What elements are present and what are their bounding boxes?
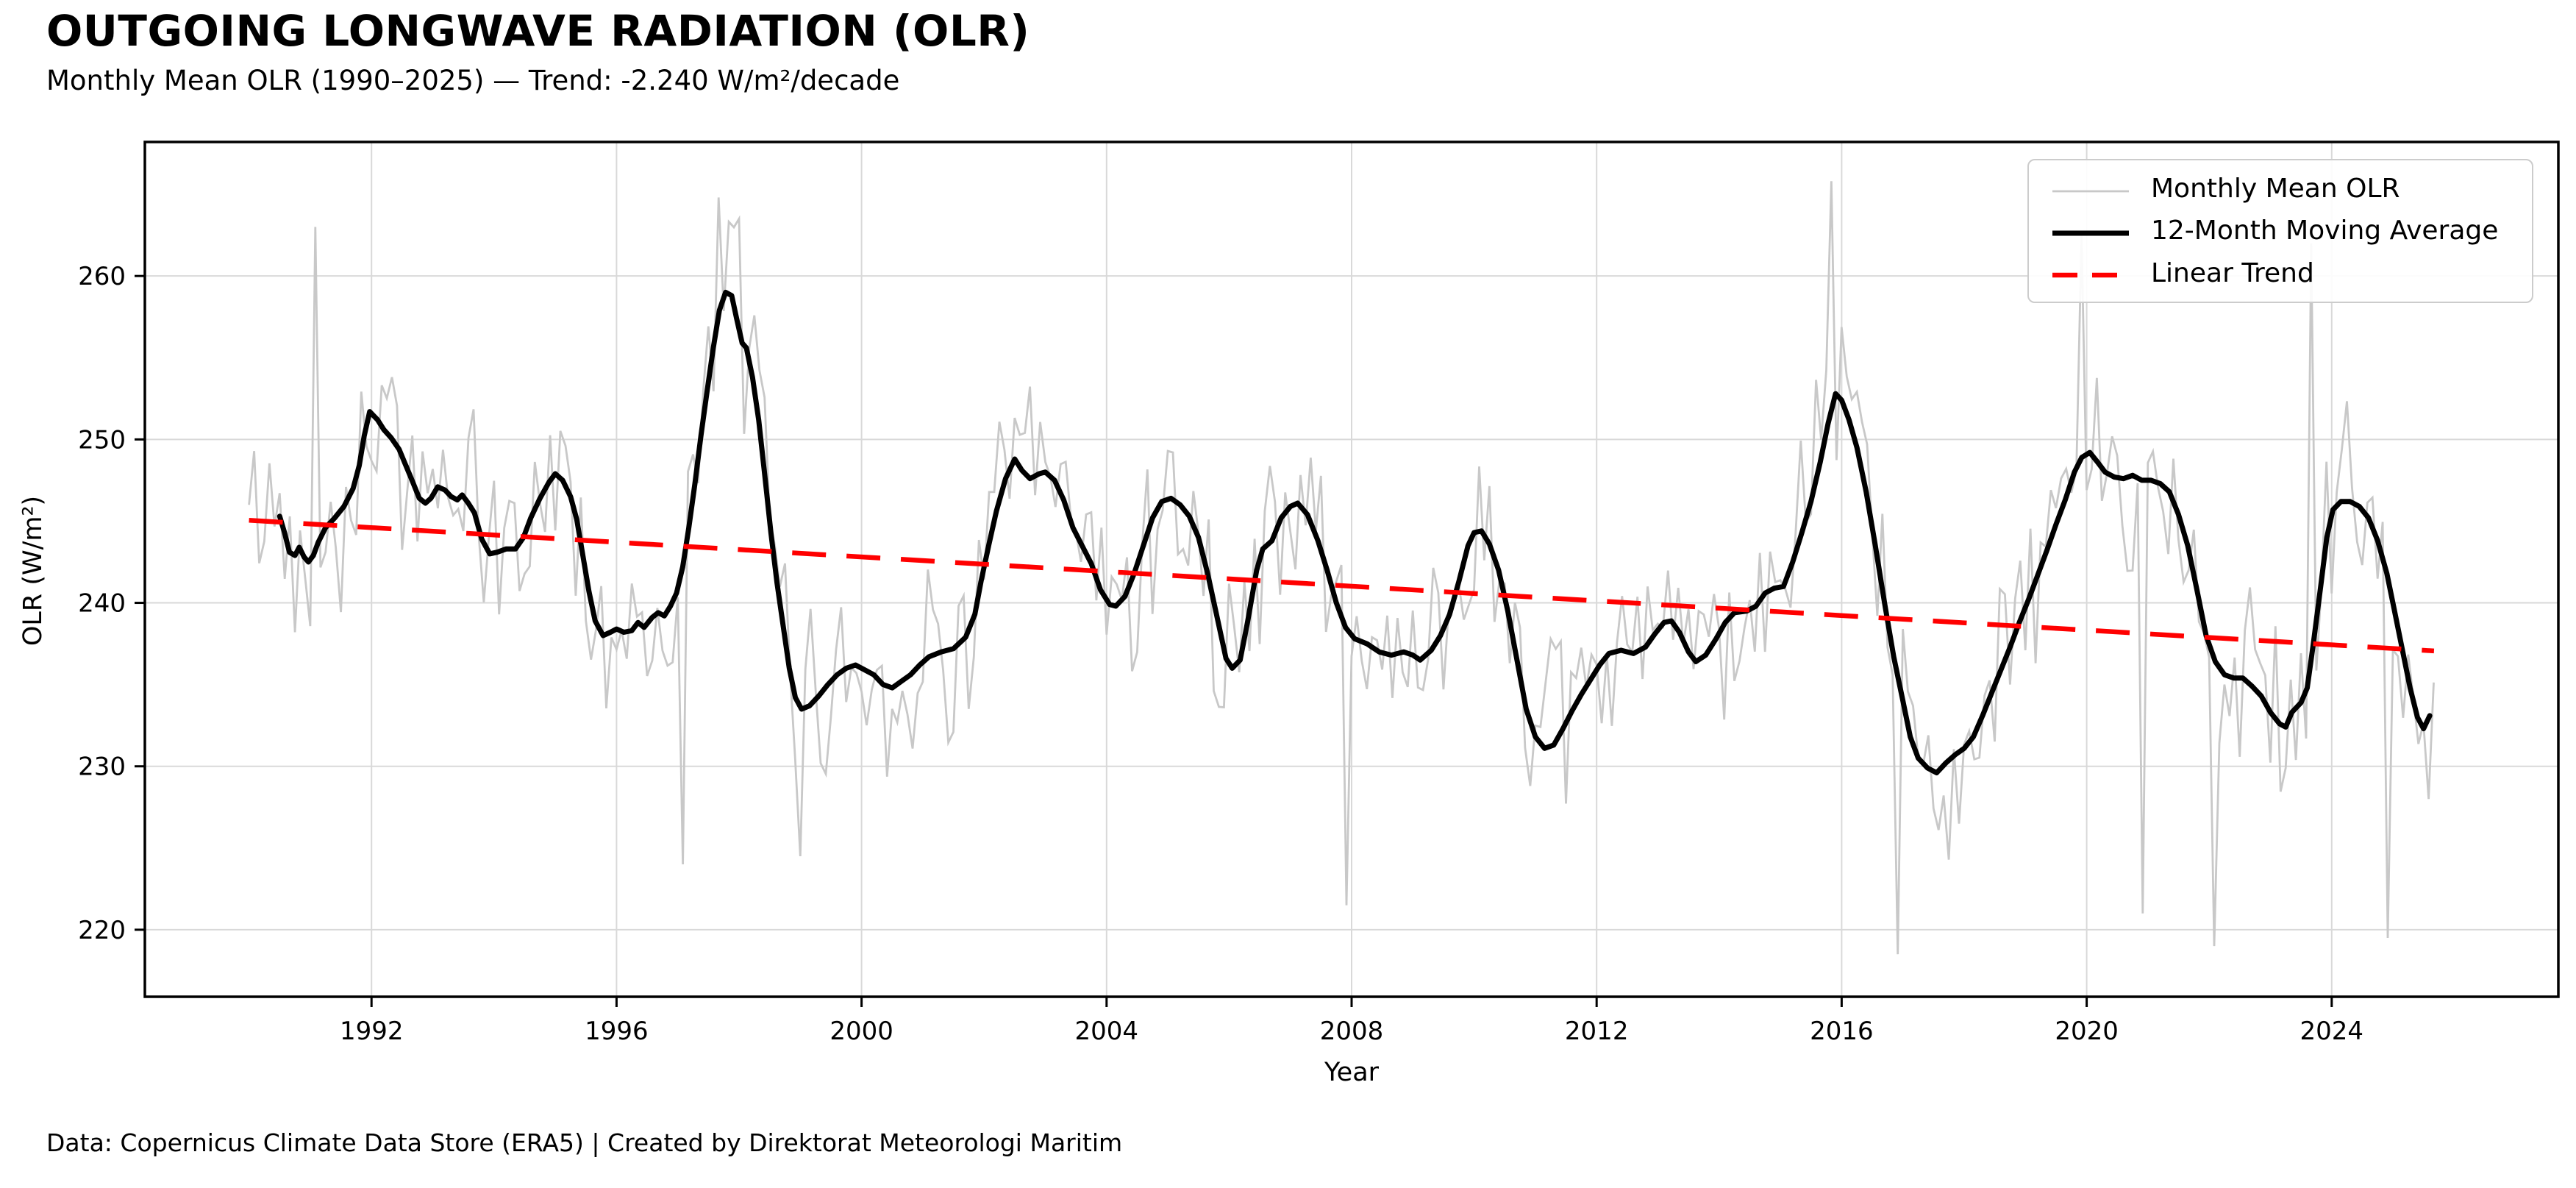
legend: Monthly Mean OLR 12-Month Moving Average…	[2027, 159, 2533, 303]
moving-average-line-sample-icon	[2051, 227, 2130, 236]
x-tick-label: 2004	[1075, 1017, 1139, 1046]
legend-label-monthly: Monthly Mean OLR	[2151, 174, 2400, 204]
x-tick-label: 2012	[1565, 1017, 1629, 1046]
legend-item-moving-average: 12-Month Moving Average	[2029, 216, 2532, 246]
legend-label-moving-average: 12-Month Moving Average	[2151, 216, 2499, 246]
x-tick-label: 2016	[1810, 1017, 1874, 1046]
x-axis-label: Year	[1324, 1058, 1380, 1087]
x-tick-label: 2020	[2055, 1017, 2119, 1046]
chart-title: OUTGOING LONGWAVE RADIATION (OLR)	[46, 6, 1030, 56]
x-tick-label: 2024	[2300, 1017, 2364, 1046]
y-tick-label: 240	[78, 588, 126, 618]
monthly-line-sample-icon	[2051, 185, 2130, 193]
y-tick-label: 250	[78, 425, 126, 455]
y-tick-label: 260	[78, 262, 126, 291]
x-tick-label: 2000	[829, 1017, 893, 1046]
trend-line-sample-icon	[2051, 268, 2130, 278]
moving-average-line	[276, 289, 2433, 776]
chart-subtitle: Monthly Mean OLR (1990–2025) — Trend: -2…	[46, 65, 900, 96]
trend-line-sample-icon	[2052, 273, 2129, 278]
x-tick-label: 1996	[585, 1017, 649, 1046]
moving-average-line-sample-icon	[2052, 230, 2129, 236]
monthly-line-sample-icon	[2052, 190, 2129, 193]
legend-item-monthly: Monthly Mean OLR	[2029, 174, 2532, 204]
legend-item-trend: Linear Trend	[2029, 258, 2532, 288]
y-tick-label: 230	[78, 753, 126, 782]
x-tick-label: 1992	[340, 1017, 404, 1046]
y-tick-label: 220	[78, 916, 126, 945]
y-axis-label: OLR (W/m²)	[18, 495, 48, 647]
legend-label-trend: Linear Trend	[2151, 257, 2314, 288]
data-credit-footer: Data: Copernicus Climate Data Store (ERA…	[46, 1128, 1123, 1157]
linear-trend-line	[249, 518, 2435, 654]
x-tick-label: 2008	[1320, 1017, 1384, 1046]
